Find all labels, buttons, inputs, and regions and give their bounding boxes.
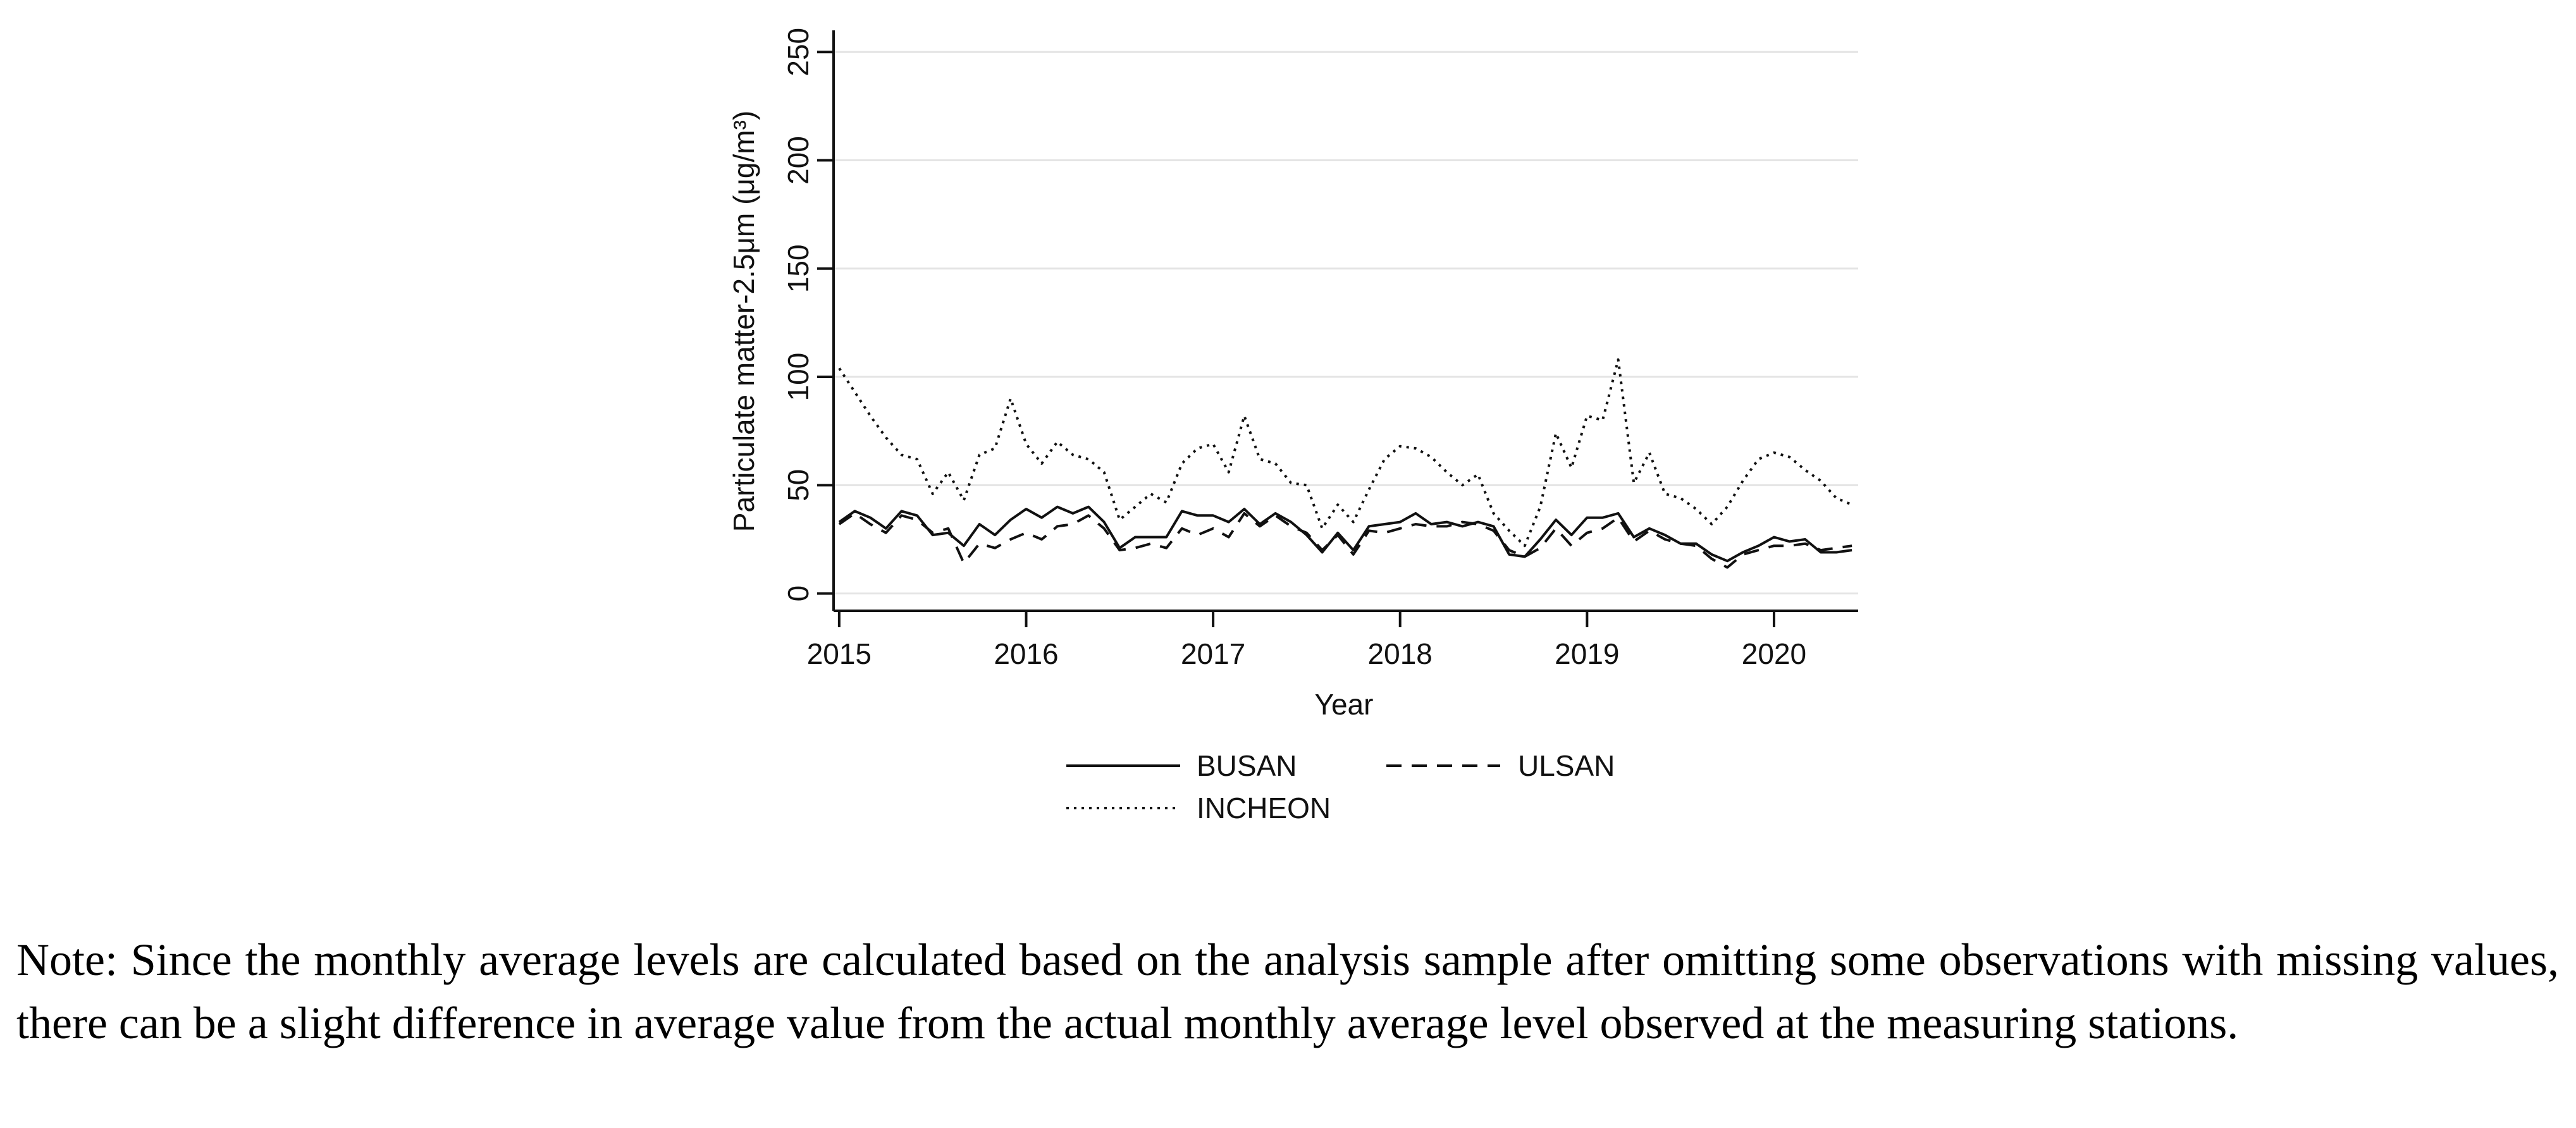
series xyxy=(838,358,1852,569)
y-tick-label: 100 xyxy=(782,353,815,402)
axes xyxy=(832,30,1858,612)
x-axis-title: Year xyxy=(1315,688,1374,721)
x-tick-label: 2018 xyxy=(1368,637,1433,670)
legend-busan-label: BUSAN xyxy=(1197,749,1297,782)
series-line-ulsan xyxy=(838,512,1852,569)
y-tick-label: 200 xyxy=(782,136,815,185)
gridlines xyxy=(834,51,1858,595)
series-line-incheon xyxy=(838,358,1852,548)
x-tick-label: 2016 xyxy=(994,637,1058,670)
legend-incheon-label: INCHEON xyxy=(1197,792,1331,825)
y-tick-label: 50 xyxy=(782,469,815,501)
x-tick-label: 2020 xyxy=(1742,637,1806,670)
ticks: 0 50 100 150 200 250 2015 2016 2017 2018 2019 2020 xyxy=(782,28,1806,670)
y-tick-label: 0 xyxy=(782,585,815,602)
y-tick-label: 250 xyxy=(782,28,815,77)
y-tick-label: 150 xyxy=(782,244,815,293)
y-axis-title: Particulate matter-2.5μm (μg/m³) xyxy=(727,111,760,532)
x-tick-label: 2015 xyxy=(807,637,872,670)
figure-note: Note: Since the monthly average levels a… xyxy=(16,935,2559,1048)
legend-ulsan-label: ULSAN xyxy=(1518,749,1615,782)
x-tick-label: 2019 xyxy=(1555,637,1619,670)
x-tick-label: 2017 xyxy=(1181,637,1245,670)
legend: BUSAN ULSAN INCHEON xyxy=(1066,749,1615,825)
